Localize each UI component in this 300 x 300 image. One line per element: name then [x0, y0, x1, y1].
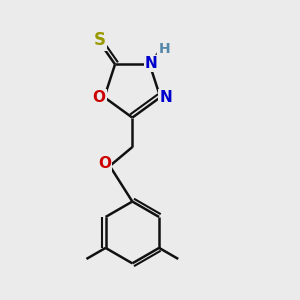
Text: N: N — [159, 90, 172, 105]
Text: O: O — [92, 90, 106, 105]
Text: H: H — [158, 42, 170, 56]
Text: N: N — [145, 56, 158, 71]
Text: O: O — [98, 156, 111, 171]
Text: S: S — [94, 31, 106, 49]
